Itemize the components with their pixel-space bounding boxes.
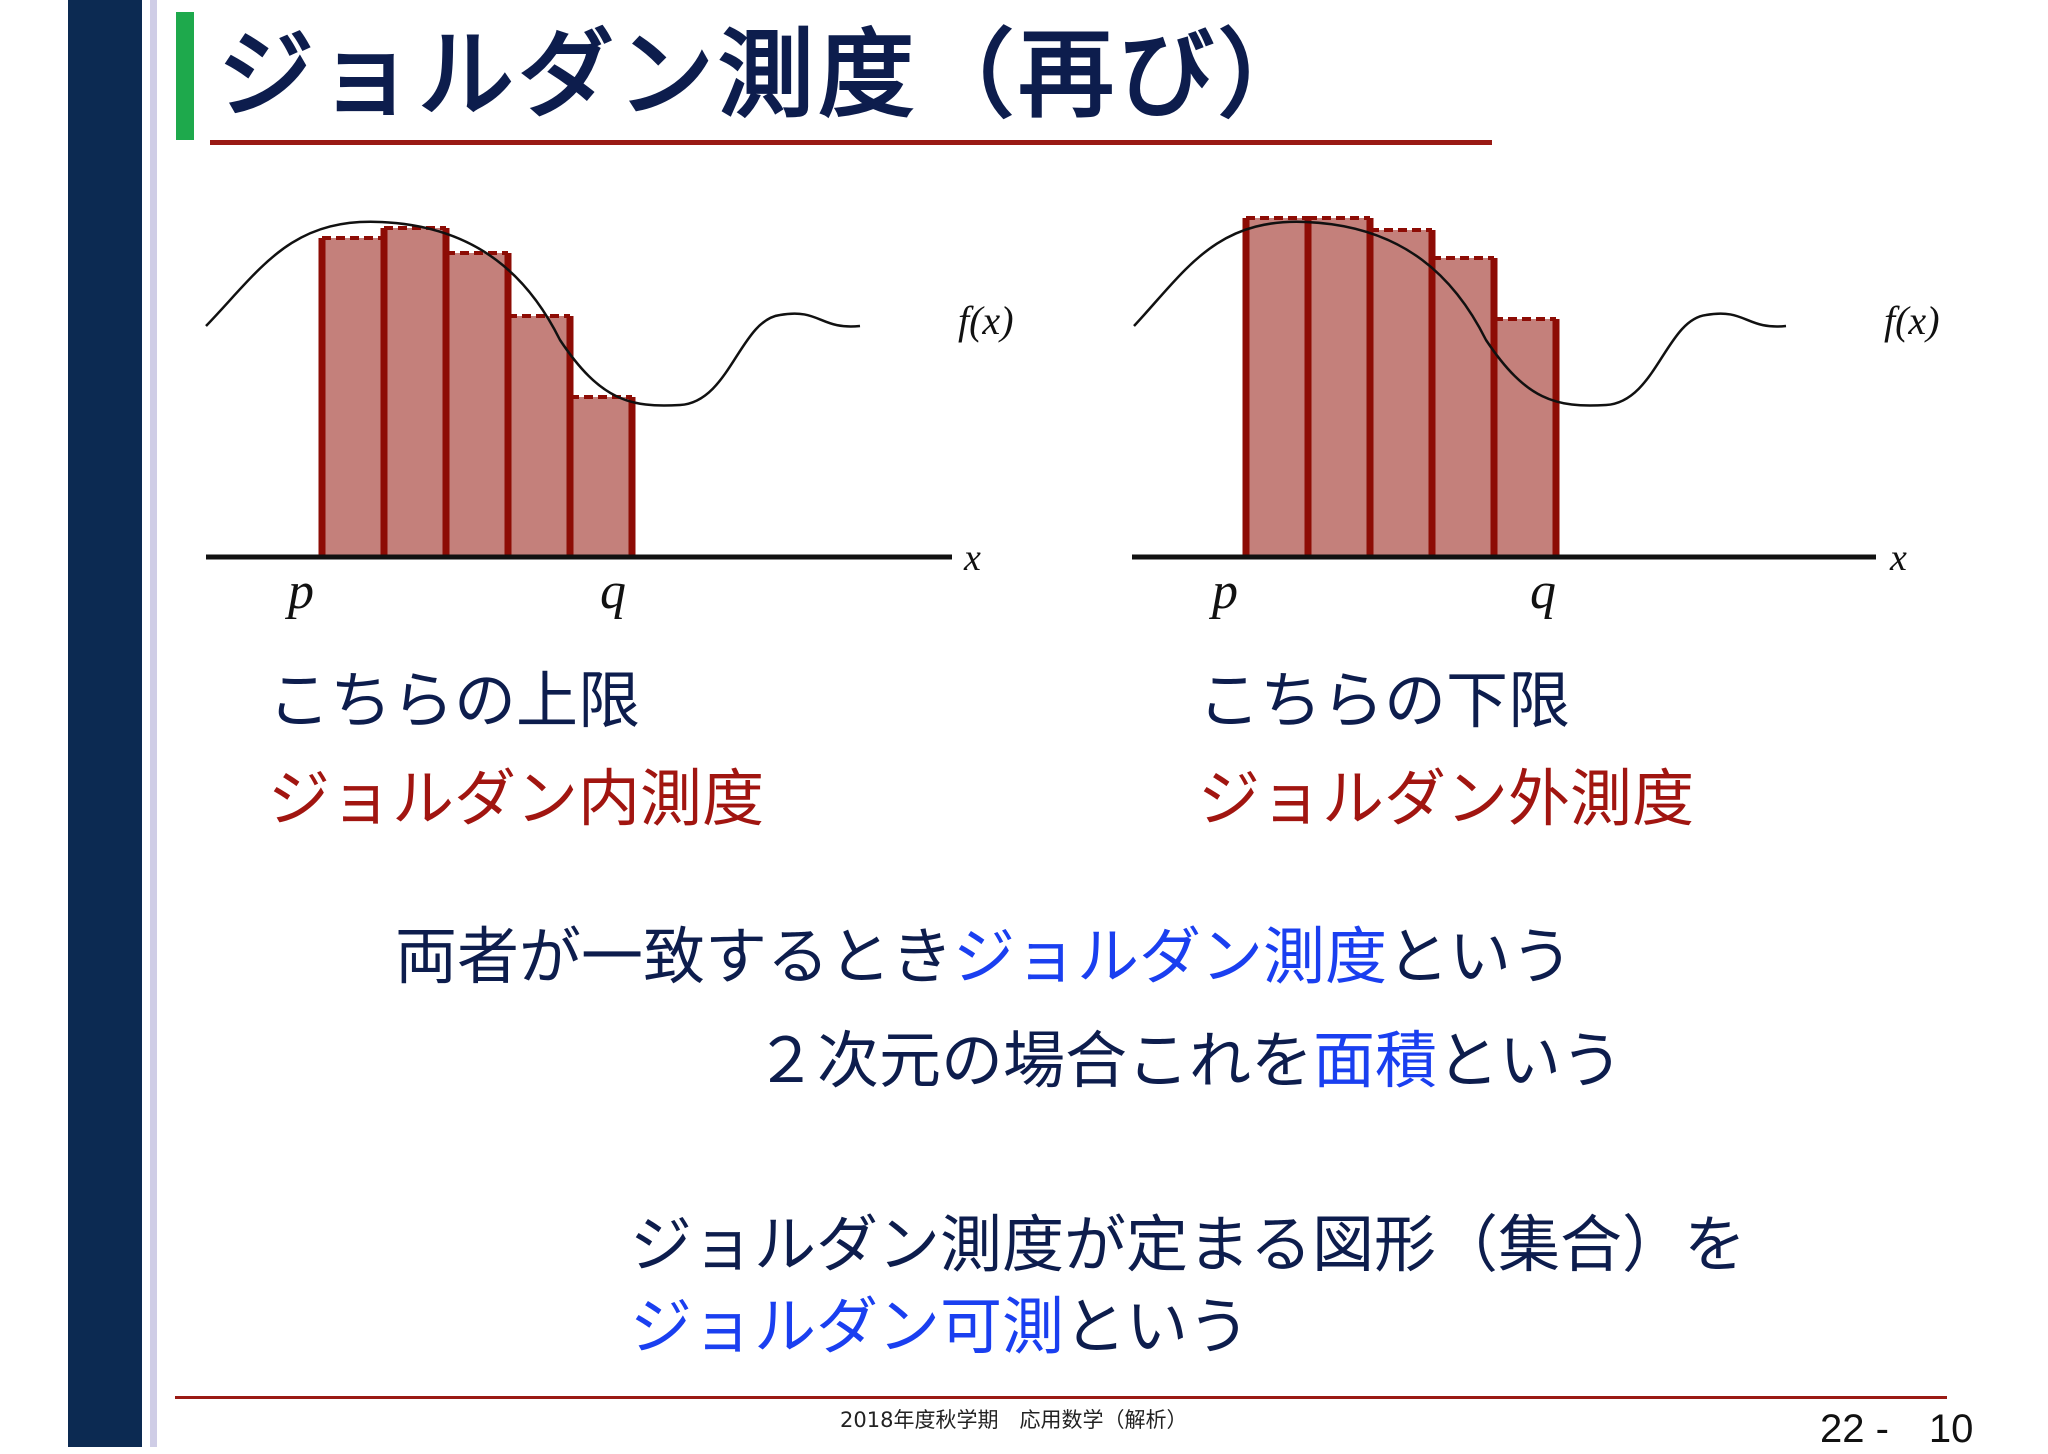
inner-measure-diagram: f(x) x p q <box>205 220 1014 620</box>
term-area: 面積 <box>1313 1024 1438 1097</box>
definition-text: という <box>1437 1024 1624 1097</box>
term-jordan-measure: ジョルダン測度 <box>953 920 1388 993</box>
definition-text: 両者が一致するとき <box>395 920 954 993</box>
interval-start-label: p <box>1208 563 1238 620</box>
function-curve <box>1133 220 1787 407</box>
bar <box>1246 218 1308 556</box>
interval-end-label: q <box>1530 563 1556 620</box>
outer-measure-diagram: f(x) x p q <box>1132 216 1940 620</box>
axis-label: x <box>963 537 981 579</box>
inner-caption-line1: こちらの上限 <box>268 664 641 737</box>
inner-bar-tops <box>322 226 632 399</box>
bar <box>1370 230 1432 556</box>
interval-end-label: q <box>600 563 626 620</box>
outer-bars <box>1246 218 1556 556</box>
function-label: f(x) <box>958 298 1014 343</box>
definition-jordan-measure: 両者が一致するときジョルダン測度という <box>395 906 1573 996</box>
bar <box>570 397 632 556</box>
outer-caption-line1: こちらの下限 <box>1198 664 1571 737</box>
definition-measurable-line1: ジョルダン測度が定まる図形（集合）を <box>630 1208 1747 1281</box>
sidebar-band: A. Asano, Kansai Univ. <box>68 0 189 1447</box>
definition-measurable-line2: ジョルダン可測という <box>630 1276 1250 1366</box>
inner-bars <box>322 228 632 556</box>
bar <box>446 253 508 556</box>
sidebar-divider <box>150 0 157 1447</box>
interval-start-label: p <box>284 563 314 620</box>
inner-caption-line2: ジョルダン内測度 <box>268 762 765 835</box>
function-curve <box>205 220 861 407</box>
definition-text: という <box>1387 920 1574 993</box>
bar <box>1308 218 1370 556</box>
function-label: f(x) <box>1884 298 1940 343</box>
definition-area: ２次元の場合これを面積という <box>755 1010 1623 1100</box>
bar <box>1432 258 1494 556</box>
slide-title: ジョルダン測度（再び） <box>218 19 1318 131</box>
outer-bar-tops <box>1246 216 1556 321</box>
term-jordan-measurable: ジョルダン可測 <box>630 1290 1065 1363</box>
axis-label: x <box>1889 537 1907 579</box>
definition-text: という <box>1064 1290 1251 1363</box>
author-credit: A. Asano, Kansai Univ. <box>156 1098 189 1402</box>
title-underline <box>210 140 1492 145</box>
bar <box>384 228 446 556</box>
bar <box>508 316 570 556</box>
page-number: 22 - 10 <box>1820 1407 1974 1451</box>
definition-text: ２次元の場合これを <box>755 1024 1314 1097</box>
bar <box>322 238 384 556</box>
footer-course-title: 2018年度秋学期 応用数学（解析） <box>840 1408 1188 1432</box>
footer-rule <box>175 1396 1947 1399</box>
outer-caption-line2: ジョルダン外測度 <box>1198 762 1695 835</box>
inner-bar-edges <box>318 228 636 556</box>
outer-bar-edges <box>1242 218 1560 556</box>
bar <box>1494 319 1556 556</box>
title-accent-bar <box>176 12 194 140</box>
